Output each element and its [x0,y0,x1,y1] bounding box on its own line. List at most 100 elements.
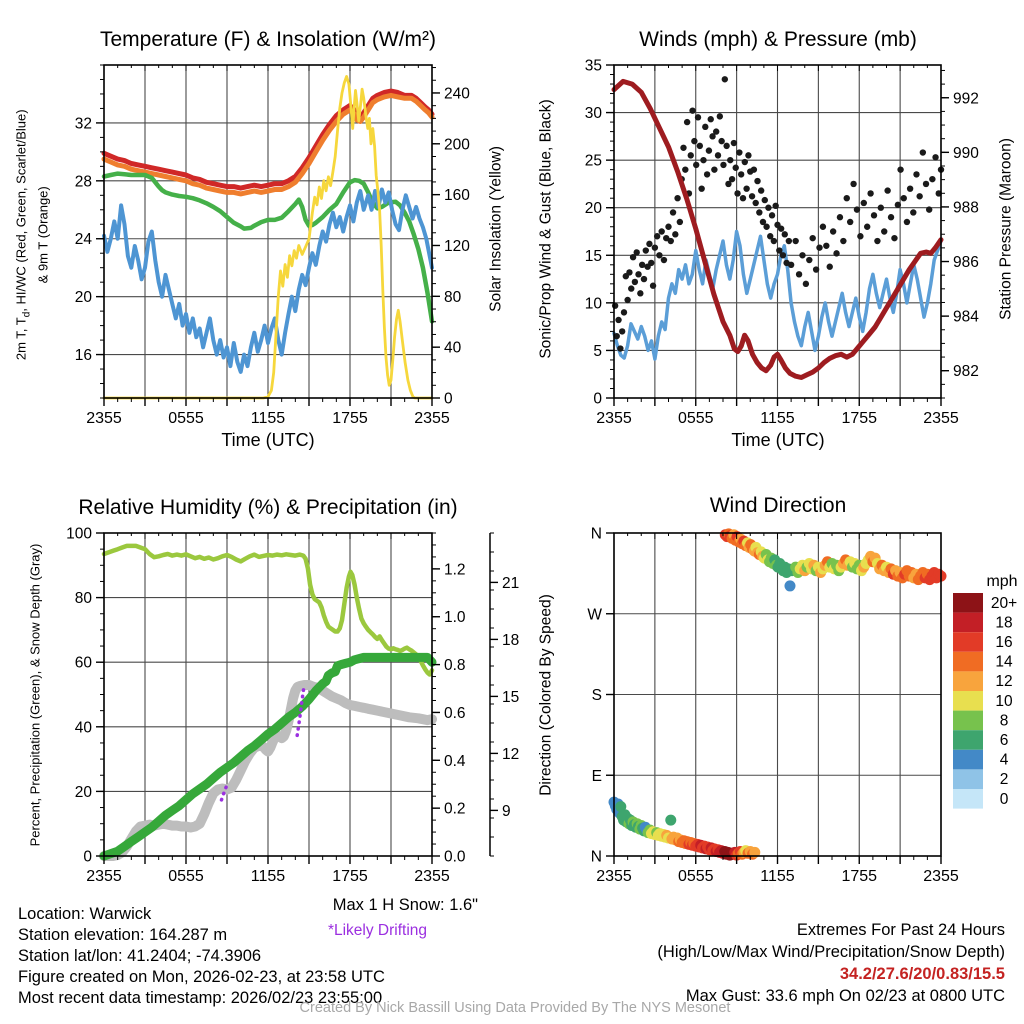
dot-gusts-black [853,206,861,213]
dot-gusts-black [779,252,787,259]
dot-gusts-black [736,149,743,156]
dot-gusts-black [638,261,646,268]
dot-gusts-black [658,228,665,235]
dot-direction-dots [665,814,677,826]
likely-drifting-note: *Likely Drifting [327,922,427,939]
legend-label: 14 [995,654,1013,671]
extremes-title: Extremes For Past 24 Hours [796,921,1005,939]
dot-gusts-black [613,332,620,340]
ylabel-pressure-right: Station Pressure (Maroon) [997,138,1015,320]
legend-swatch [953,789,983,809]
dot-gusts-black [870,212,878,219]
legend-swatch [953,632,983,652]
dot-gusts-black [799,252,806,259]
x-tick-label: 2355 [414,868,450,885]
dot-gusts-black [714,152,722,159]
dot-gusts-black [919,149,927,156]
dot-gusts-black [680,144,687,151]
dot-gusts-black [743,185,750,192]
dot-gusts-black [846,218,854,226]
dot-gusts-black [669,209,677,216]
legend-label: 8 [1000,712,1009,729]
info-timestamp: Most recent data timestamp: 2026/02/23 2… [18,989,383,1007]
x-tick-label: 0555 [168,868,204,885]
x-tick-label: 2355 [86,868,122,885]
dot-gusts-black [833,250,840,257]
dot-gusts-black [887,214,895,221]
dot-gusts-black [705,147,713,154]
dot-gusts-black [629,253,637,261]
tick-label: 240 [444,85,470,102]
tick-label: 15 [502,689,519,706]
x-tick-label: 1155 [760,868,795,885]
dot-gusts-black [806,256,813,264]
dot-gusts-black [795,271,803,278]
dot-gusts-black [906,185,914,192]
dot-gusts-black [725,180,732,188]
dot-gusts-black [770,237,778,245]
ylabel-insolation-right: Solar Insolation (Yellow) [487,146,505,312]
dot-gusts-black [739,195,747,202]
tick-label: 0 [593,391,602,408]
footer-credit: Created By Nick Bassill Using Data Provi… [299,1000,731,1016]
tick-label: 30 [585,105,603,122]
dot-gusts-black [748,193,756,200]
dot-gusts-black [802,280,810,288]
dot-gusts-black [891,234,898,242]
dot-gusts-black [691,137,698,145]
dot-gusts-black [703,171,711,178]
extremes-subtitle: (High/Low/Max Wind/Precipitation/Snow De… [657,943,1005,961]
dot-gusts-black [732,164,739,171]
dot-gusts-black [776,247,783,254]
tick-label: 0 [444,391,453,408]
info-latlon: Station lat/lon: 41.2404; -74.3906 [18,947,262,965]
dot-gusts-black [840,237,847,245]
tick-label: 160 [444,187,470,204]
tick-label: 20 [75,784,93,801]
dot-gusts-black [628,285,635,292]
dot-gusts-black [727,156,734,164]
dot-gusts-black [667,237,674,245]
x-tick-label: 2355 [923,410,959,427]
tick-label: 80 [444,289,462,306]
dot-gusts-black [874,237,881,245]
tick-label: 0.2 [444,801,466,818]
legend-swatch [953,593,983,613]
dot-gusts-black [707,116,714,123]
tick-label: S [592,687,602,704]
legend-label: 2 [1000,771,1009,788]
tick-label: 40 [444,340,462,357]
max-snow-note: Max 1 H Snow: 1.6" [332,896,478,914]
dot-gusts-black [618,328,626,335]
series-humidity-lightgreen [101,543,435,677]
dot-gusts-black [843,195,850,202]
dot-gusts-black [709,133,716,140]
dot-gusts-black [823,242,830,249]
dot-gusts-black [750,166,758,173]
dot-gusts-black [728,175,736,183]
ylabel-rh-left: Percent, Precipitation (Green), & Snow D… [27,543,43,847]
dot-gusts-black [857,233,864,240]
dot-gusts-black [929,175,936,183]
dot-gusts-black [723,142,730,150]
legend-label: 12 [995,673,1012,690]
dot-gusts-black [665,223,672,230]
tick-label: 24 [75,231,93,248]
dot-gusts-black [683,118,691,126]
legend-label: 20+ [991,595,1017,612]
series-drifting-purple-a [219,783,229,802]
x-tick-label: 0555 [678,410,714,427]
tick-label: 0.8 [444,657,466,674]
series-precip-green [99,652,437,861]
dot-gusts-black [674,195,681,202]
tick-label: N [591,849,602,866]
dot-gusts-black [894,201,902,209]
tick-label: 5 [593,343,602,360]
tick-label: 992 [953,90,979,107]
chart-title-rh-precip: Relative Humidity (%) & Precipitation (i… [78,496,458,519]
dot-gusts-black [850,180,857,188]
chart-title-wind-direction: Wind Direction [709,494,847,517]
dot-gusts-black [759,218,767,226]
dot-gusts-black [702,123,709,131]
